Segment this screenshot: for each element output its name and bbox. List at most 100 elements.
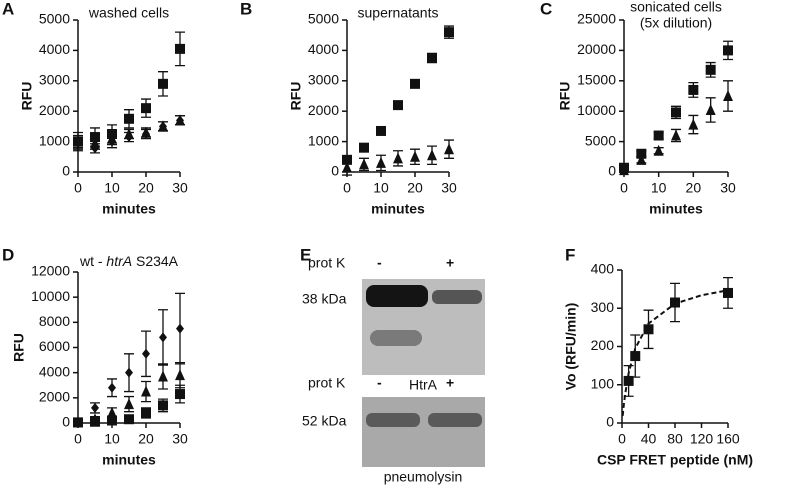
y-tick-label: 2000 xyxy=(308,102,339,118)
y-tick-label: 5000 xyxy=(39,11,70,27)
blot-panel: E prot K - + 38 kDa HtrA prot K - + 52 k… xyxy=(300,245,485,485)
x-tick-label: 0 xyxy=(618,431,626,447)
y-tick-label: 6000 xyxy=(39,338,70,354)
y-tick-label: 8000 xyxy=(39,313,70,329)
x-tick-label: 30 xyxy=(172,180,188,196)
y-axis-label: RFU xyxy=(288,82,304,111)
marker xyxy=(410,150,420,162)
treatment-label: prot K xyxy=(308,375,346,391)
marker xyxy=(73,417,83,428)
title-part: wt - xyxy=(79,253,106,269)
chart-panel: C 0 5000 10000 15000 20000 25000 0 10 20 30 minutes… xyxy=(540,0,736,217)
y-tick-label: 0 xyxy=(608,163,616,179)
marker xyxy=(393,100,403,111)
y-tick-label: 5000 xyxy=(308,11,339,27)
marker xyxy=(159,332,167,343)
marker xyxy=(444,143,454,155)
x-tick-label: 10 xyxy=(373,180,389,196)
marker xyxy=(427,53,437,63)
lane-label: - xyxy=(377,255,382,271)
chart-title: wt - htrA S234A xyxy=(79,253,179,269)
x-tick-label: 0 xyxy=(343,180,351,196)
marker xyxy=(359,158,369,170)
x-tick-label: 30 xyxy=(441,180,457,196)
marker xyxy=(158,120,168,132)
y-tick-label: 2000 xyxy=(39,389,70,405)
marker xyxy=(342,161,352,173)
marker xyxy=(124,113,134,124)
y-tick-label: 200 xyxy=(591,337,615,353)
y-tick-label: 20000 xyxy=(577,41,616,57)
marker xyxy=(158,400,168,411)
marker xyxy=(158,78,168,89)
x-tick-label: 10 xyxy=(651,180,667,196)
marker xyxy=(630,351,641,362)
chart-panel: F 0 100 200 300 400 0 40 80 120 160 CSP FRET peptid… xyxy=(563,245,753,467)
marker xyxy=(90,132,100,143)
x-tick-label: 80 xyxy=(667,431,683,447)
marker xyxy=(427,149,437,161)
x-axis-label: minutes xyxy=(371,201,425,217)
marker xyxy=(653,130,664,141)
marker xyxy=(723,45,733,56)
y-tick-label: 3000 xyxy=(308,72,339,88)
y-tick-label: 1000 xyxy=(308,132,339,148)
title-part: htrA xyxy=(106,253,132,269)
marker xyxy=(619,162,629,173)
marker xyxy=(141,385,151,397)
y-tick-label: 3000 xyxy=(39,72,70,88)
x-axis-label: minutes xyxy=(102,201,156,217)
treatment-label: prot K xyxy=(308,255,346,271)
marker xyxy=(141,103,151,114)
x-tick-label: 120 xyxy=(690,431,714,447)
y-tick-label: 12000 xyxy=(31,263,70,279)
protein-label: HtrA xyxy=(409,377,438,393)
blot-band xyxy=(432,290,482,304)
y-tick-label: 4000 xyxy=(39,41,70,57)
x-tick-label: 0 xyxy=(620,180,628,196)
marker xyxy=(342,154,352,165)
x-tick-label: 10 xyxy=(104,180,120,196)
x-tick-label: 30 xyxy=(172,431,188,447)
marker xyxy=(90,416,100,427)
marker xyxy=(376,156,386,168)
y-axis-label: RFU xyxy=(11,333,27,362)
marker xyxy=(705,103,716,115)
lane-label: - xyxy=(377,375,382,391)
chart-title: sonicated cells xyxy=(630,0,722,15)
y-tick-label: 0 xyxy=(331,163,339,179)
marker xyxy=(444,27,454,38)
x-axis-label: CSP FRET peptide (nM) xyxy=(597,452,753,468)
marker xyxy=(410,78,420,89)
marker xyxy=(125,367,133,378)
size-label: 52 kDa xyxy=(302,413,347,429)
x-tick-label: 160 xyxy=(716,431,740,447)
marker xyxy=(142,348,150,359)
blot-band xyxy=(428,413,482,427)
marker xyxy=(671,107,681,118)
y-tick-label: 0 xyxy=(62,163,70,179)
x-tick-label: 20 xyxy=(686,180,702,196)
y-tick-label: 0 xyxy=(62,414,70,430)
marker xyxy=(158,370,168,382)
x-tick-label: 0 xyxy=(74,180,82,196)
y-tick-label: 1000 xyxy=(39,132,70,148)
chart-title: supernatants xyxy=(358,5,439,21)
panel-letter: E xyxy=(300,245,311,264)
x-tick-label: 20 xyxy=(407,180,423,196)
y-tick-label: 300 xyxy=(591,299,615,315)
x-axis-label: minutes xyxy=(649,201,703,217)
title-part: S234A xyxy=(132,253,179,269)
marker xyxy=(73,136,83,147)
chart-panel: A 0 1000 2000 3000 4000 5000 0 10 20 30 minutes RFU w… xyxy=(2,0,188,217)
marker xyxy=(670,297,680,308)
marker xyxy=(175,43,185,54)
x-tick-label: 20 xyxy=(138,180,154,196)
y-tick-label: 25000 xyxy=(577,11,616,27)
x-tick-label: 10 xyxy=(104,431,120,447)
panel-letter: B xyxy=(240,0,252,18)
marker xyxy=(91,402,99,413)
y-tick-label: 0 xyxy=(606,414,614,430)
y-tick-label: 2000 xyxy=(39,102,70,118)
